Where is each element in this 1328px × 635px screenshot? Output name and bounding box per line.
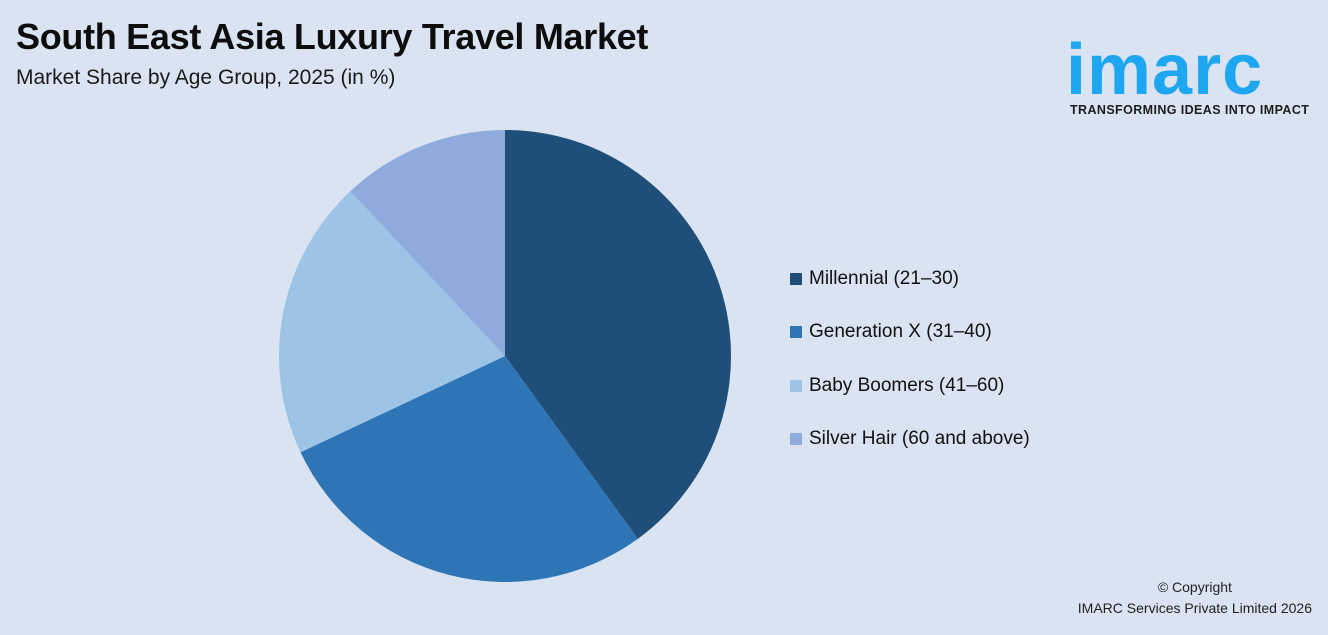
pie-slice [300, 356, 638, 582]
imarc-logo: imarc TRANSFORMING IDEAS INTO IMPACT [1066, 10, 1322, 120]
legend-item: Baby Boomers (41–60) [790, 359, 1030, 413]
pie-chart [279, 130, 731, 582]
legend-item: Millennial (21–30) [790, 252, 1030, 306]
legend: Millennial (21–30) Generation X (31–40) Ba… [790, 252, 1030, 466]
chart-title: South East Asia Luxury Travel Market [16, 16, 649, 57]
copyright-line2: IMARC Services Private Limited 2026 [1077, 600, 1312, 616]
logo-wordmark: imarc [1066, 30, 1264, 110]
legend-swatch-icon [790, 272, 802, 285]
legend-swatch-icon [790, 379, 802, 392]
pie-slice [279, 191, 505, 453]
copyright-line1: © Copyright [1157, 579, 1232, 595]
legend-label: Baby Boomers (41–60) [809, 374, 1005, 396]
legend-label: Generation X (31–40) [809, 321, 992, 343]
chart-subtitle: Market Share by Age Group, 2025 (in %) [16, 66, 396, 89]
logo-tagline: TRANSFORMING IDEAS INTO IMPACT [1070, 103, 1310, 117]
pie-slice [505, 130, 731, 539]
legend-item: Silver Hair (60 and above) [790, 413, 1030, 467]
pie-slice [350, 130, 505, 356]
legend-item: Generation X (31–40) [790, 306, 1030, 360]
legend-label: Millennial (21–30) [809, 267, 959, 289]
legend-label: Silver Hair (60 and above) [809, 428, 1030, 450]
legend-swatch-icon [790, 326, 802, 339]
legend-swatch-icon [790, 433, 802, 446]
copyright: © Copyright IMARC Services Private Limit… [1078, 577, 1312, 619]
